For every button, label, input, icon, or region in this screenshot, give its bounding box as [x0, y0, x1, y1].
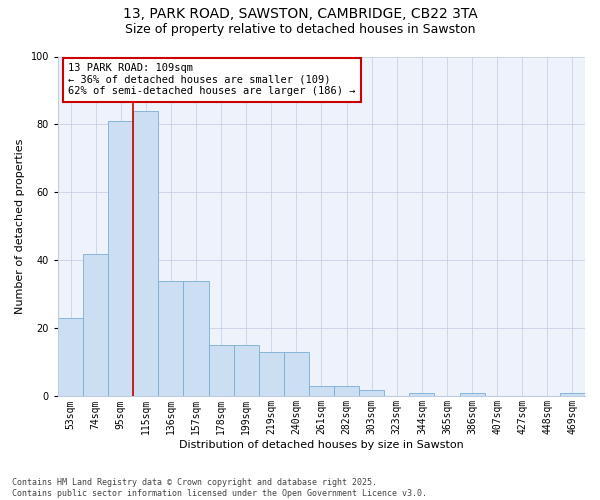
- Bar: [158, 281, 184, 396]
- Bar: [359, 390, 384, 396]
- Bar: [83, 254, 108, 396]
- Bar: [309, 386, 334, 396]
- Y-axis label: Number of detached properties: Number of detached properties: [15, 139, 25, 314]
- Bar: [58, 318, 83, 396]
- Text: 13 PARK ROAD: 109sqm
← 36% of detached houses are smaller (109)
62% of semi-deta: 13 PARK ROAD: 109sqm ← 36% of detached h…: [68, 64, 356, 96]
- Text: Contains HM Land Registry data © Crown copyright and database right 2025.
Contai: Contains HM Land Registry data © Crown c…: [12, 478, 427, 498]
- Bar: [284, 352, 309, 397]
- Bar: [334, 386, 359, 396]
- Bar: [209, 346, 233, 397]
- Bar: [184, 281, 209, 396]
- Bar: [560, 393, 585, 396]
- Bar: [133, 111, 158, 397]
- Bar: [409, 393, 434, 396]
- X-axis label: Distribution of detached houses by size in Sawston: Distribution of detached houses by size …: [179, 440, 464, 450]
- Text: 13, PARK ROAD, SAWSTON, CAMBRIDGE, CB22 3TA: 13, PARK ROAD, SAWSTON, CAMBRIDGE, CB22 …: [122, 8, 478, 22]
- Text: Size of property relative to detached houses in Sawston: Size of property relative to detached ho…: [125, 22, 475, 36]
- Bar: [460, 393, 485, 396]
- Bar: [108, 121, 133, 396]
- Bar: [233, 346, 259, 397]
- Bar: [259, 352, 284, 397]
